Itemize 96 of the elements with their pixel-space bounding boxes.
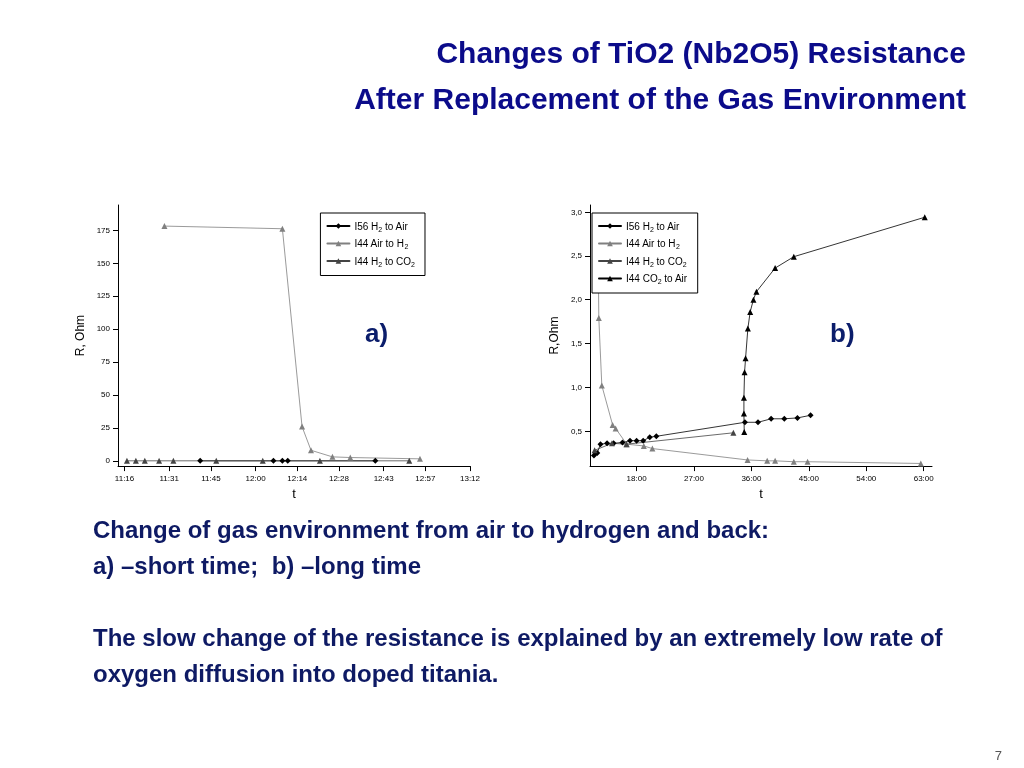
point — [597, 441, 604, 448]
point — [768, 415, 775, 422]
x-axis-title: t — [759, 486, 764, 501]
point — [372, 457, 379, 464]
point — [790, 458, 797, 465]
point — [790, 253, 797, 260]
point — [347, 454, 354, 461]
x-axis-title: t — [292, 486, 297, 501]
point — [764, 457, 771, 464]
point — [156, 457, 163, 464]
point — [627, 437, 634, 444]
point — [161, 223, 168, 230]
point — [595, 315, 602, 322]
x-tick-label: 12:00 — [245, 473, 267, 483]
point — [619, 439, 626, 446]
point — [132, 457, 139, 464]
text: Change of gas environment from air to hydrogen and back: — [93, 516, 770, 543]
point — [640, 442, 647, 449]
y-tick-label: 125 — [96, 291, 111, 301]
point — [646, 434, 653, 441]
point — [213, 457, 220, 464]
annotation: a) — [365, 318, 389, 348]
text: 7 — [994, 748, 1002, 763]
y-tick-label: 25 — [101, 423, 111, 433]
point — [123, 457, 130, 464]
point — [772, 265, 779, 272]
point — [781, 415, 788, 422]
point — [653, 433, 660, 440]
x-tick-label: 12:28 — [328, 473, 350, 483]
point — [609, 421, 616, 428]
y-tick-label: 1,0 — [570, 382, 583, 392]
x-tick-label: 36:00 — [741, 473, 762, 483]
point — [604, 440, 611, 447]
point — [741, 419, 748, 426]
y-tick-label: 1,5 — [570, 338, 583, 348]
x-tick-label: 13:12 — [459, 473, 481, 483]
x-tick-label: 45:00 — [798, 473, 820, 483]
point — [744, 325, 751, 332]
x-tick-label: 12:14 — [287, 473, 308, 483]
y-tick-label: 0,5 — [570, 426, 583, 436]
text: a) –short time; b) –long time — [93, 552, 422, 579]
point — [316, 457, 323, 464]
point — [794, 414, 801, 421]
point — [284, 457, 291, 464]
point — [730, 429, 737, 436]
y-tick-label: 0 — [105, 456, 111, 466]
y-axis-title: R, Ohm — [72, 314, 87, 357]
point — [299, 423, 306, 430]
point — [744, 456, 751, 463]
point — [804, 458, 811, 465]
point — [170, 457, 177, 464]
point — [750, 296, 757, 303]
point — [807, 412, 814, 419]
point — [416, 455, 423, 462]
point — [741, 369, 748, 376]
y-tick-label: 2,0 — [570, 295, 583, 305]
point — [307, 447, 314, 454]
point — [742, 355, 749, 362]
point — [640, 437, 647, 444]
x-tick-label: 12:57 — [415, 473, 436, 483]
point — [270, 457, 277, 464]
point — [740, 394, 747, 401]
point — [406, 457, 413, 464]
point — [772, 457, 779, 464]
point — [329, 453, 336, 460]
point — [747, 308, 754, 315]
y-tick-label: 100 — [96, 324, 111, 334]
point — [740, 410, 747, 417]
point — [141, 457, 148, 464]
text: Changes of TiO2 (Nb2O5) Resistance After Replacement of the Gas Environment — [354, 35, 966, 117]
text: The slow change of the resistance is explained by an extremely low rate of oxygen diffusion into doped titania. — [93, 623, 944, 689]
y-axis-title: R,Ohm — [547, 316, 561, 355]
x-tick-label: 11:16 — [114, 473, 135, 483]
x-tick-label: 63:00 — [913, 473, 935, 483]
point — [259, 457, 266, 464]
x-tick-label: 11:45 — [201, 473, 222, 483]
point — [649, 445, 656, 452]
point — [755, 419, 762, 426]
y-tick-label: 150 — [96, 258, 111, 268]
point — [741, 428, 748, 435]
point — [279, 457, 286, 464]
x-tick-label: 27:00 — [684, 473, 705, 483]
point — [633, 437, 640, 444]
point — [197, 457, 204, 464]
y-tick-label: 50 — [101, 390, 111, 400]
y-tick-label: 75 — [101, 357, 111, 367]
y-tick-label: 3,0 — [570, 207, 583, 217]
annotation: b) — [830, 318, 855, 348]
point — [753, 288, 760, 295]
y-tick-label: 2,5 — [570, 251, 583, 261]
x-tick-label: 18:00 — [626, 473, 648, 483]
point — [279, 225, 286, 232]
y-tick-label: 175 — [96, 225, 111, 235]
x-tick-label: 54:00 — [856, 473, 877, 483]
x-tick-label: 11:31 — [159, 473, 180, 483]
x-tick-label: 12:43 — [373, 473, 395, 483]
